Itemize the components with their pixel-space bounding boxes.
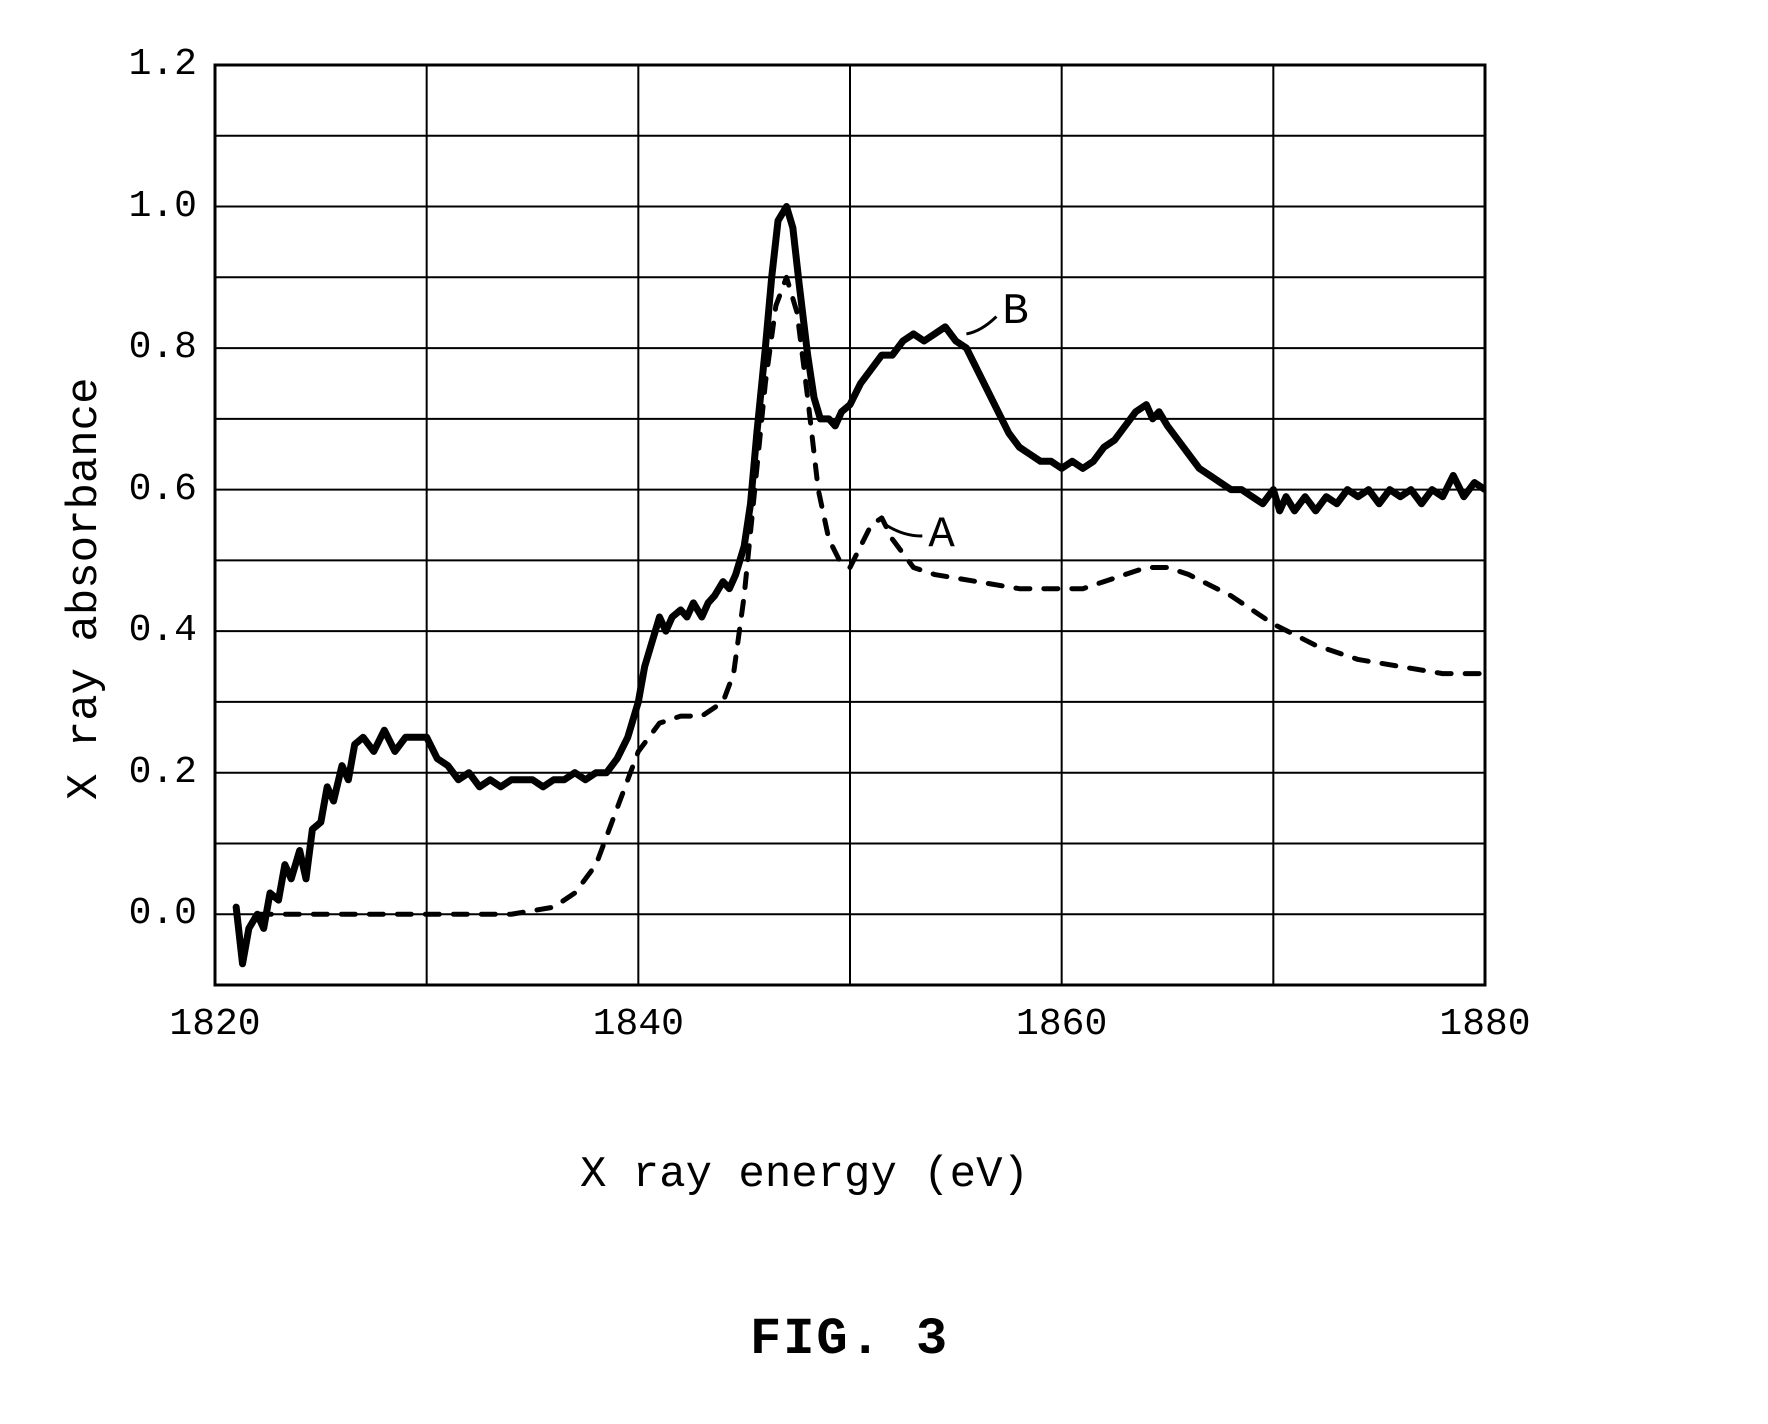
figure-container: X ray absorbance X ray energy (eV) FIG. … [0, 0, 1768, 1424]
x-axis-label: X ray energy (eV) [580, 1150, 1029, 1200]
x-tick: 1840 [588, 1003, 688, 1046]
y-tick: 0.0 [129, 892, 197, 935]
plot-svg [0, 0, 1768, 1424]
x-tick: 1820 [165, 1003, 265, 1046]
figure-caption: FIG. 3 [750, 1310, 949, 1369]
x-tick: 1860 [1012, 1003, 1112, 1046]
y-tick: 1.2 [129, 43, 197, 86]
series-label-a: A [928, 510, 954, 560]
y-tick: 0.6 [129, 468, 197, 511]
y-tick: 0.4 [129, 609, 197, 652]
y-axis-label: X ray absorbance [60, 378, 110, 800]
y-tick: 1.0 [129, 185, 197, 228]
y-tick: 0.2 [129, 751, 197, 794]
y-tick: 0.8 [129, 326, 197, 369]
x-tick: 1880 [1435, 1003, 1535, 1046]
series-label-b: B [1002, 287, 1028, 337]
